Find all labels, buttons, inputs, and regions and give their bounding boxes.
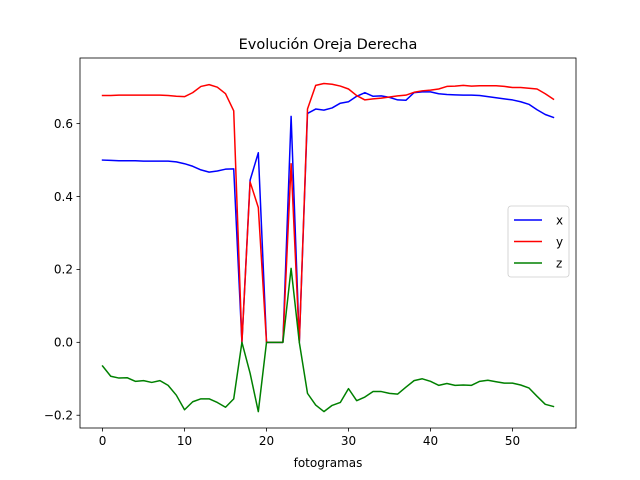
series-lines	[101, 82, 555, 413]
legend: xyz	[507, 205, 570, 278]
x-tick-label-20: 20	[259, 434, 274, 448]
axes-frame	[79, 57, 577, 429]
x-tick-label-10: 10	[177, 434, 192, 448]
series-line-z	[101, 267, 555, 413]
y-tick-label-0: −0.2	[44, 409, 73, 423]
x-tick-label-50: 50	[505, 434, 520, 448]
y-tick-label-1: 0.0	[54, 336, 73, 350]
legend-label-z: z	[556, 256, 562, 270]
y-tick-label-2: 0.2	[54, 263, 73, 277]
series-line-y	[101, 82, 555, 344]
legend-label-x: x	[556, 213, 563, 227]
legend-label-y: y	[556, 235, 563, 249]
chart-title: Evolución Oreja Derecha	[239, 37, 418, 53]
plot-area: 0 10 20 30 40 50 −0.2 0.0 0.2 0.4 0.6	[44, 57, 577, 448]
x-tick-label-40: 40	[423, 434, 438, 448]
series-line-x	[101, 91, 555, 344]
y-tick-label-3: 0.4	[54, 190, 73, 204]
x-axis-label: fotogramas	[294, 456, 363, 470]
x-tick-label-0: 0	[99, 434, 107, 448]
x-tick-label-30: 30	[341, 434, 356, 448]
y-tick-label-4: 0.6	[54, 117, 73, 131]
